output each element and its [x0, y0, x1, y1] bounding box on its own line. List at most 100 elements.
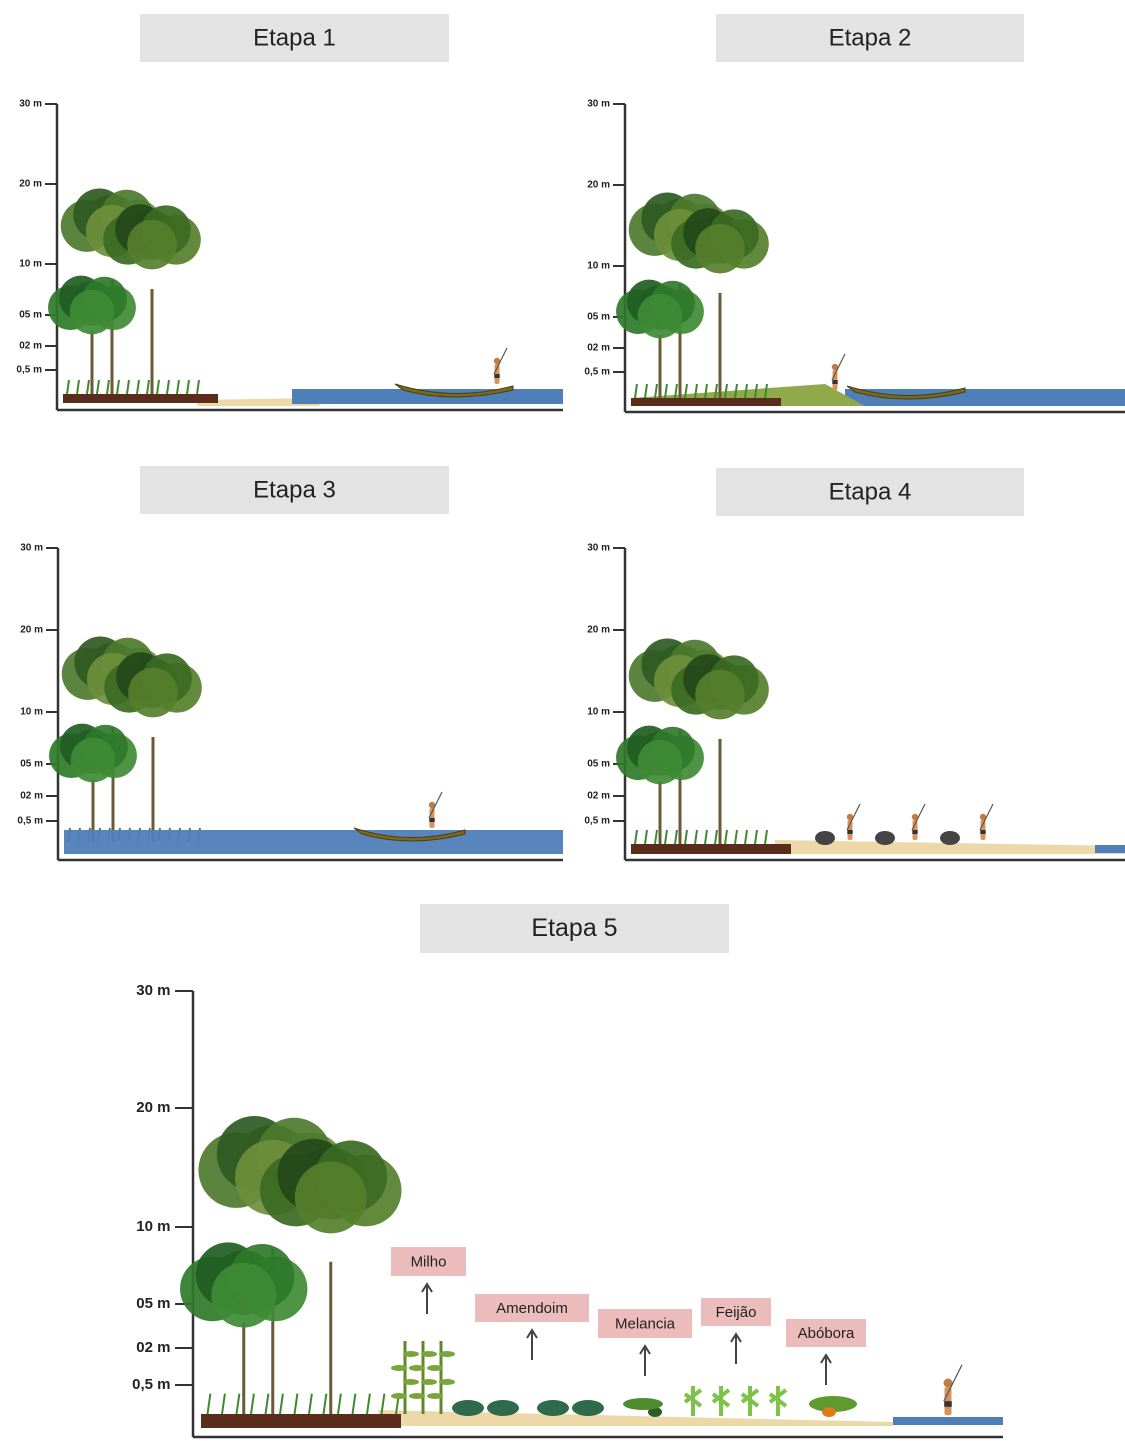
panel-title: Etapa 4	[829, 478, 912, 505]
grass	[222, 1394, 225, 1414]
person-cloth	[847, 830, 852, 834]
grass	[324, 1394, 327, 1414]
crop-label: Melancia	[615, 1315, 676, 1332]
grass	[309, 1394, 312, 1414]
axis-label: 30 m	[136, 982, 170, 999]
diagram: Etapa 1 30 m 20 m 10 m 05 m 02 m 0,5 m Etapa 23…	[0, 0, 1125, 1441]
panel: Etapa 430 m20 m10 m05 m02 m0,5 m	[584, 468, 1125, 860]
grass	[665, 830, 667, 844]
axis-label: 02 m	[20, 791, 43, 802]
axis-label: 05 m	[136, 1295, 170, 1312]
tree-foliage	[638, 294, 683, 339]
panel-title: Etapa 1	[253, 24, 336, 51]
grass	[280, 1394, 283, 1414]
axis-label: 05 m	[19, 310, 42, 321]
tree-foliage	[695, 224, 745, 274]
peanut-plant	[452, 1400, 484, 1416]
grass	[645, 830, 647, 844]
grass	[655, 830, 657, 844]
peanut-plant	[487, 1400, 519, 1416]
grass	[187, 380, 189, 394]
panel: Etapa 230 m20 m10 m05 m02 m0,5 m	[584, 14, 1125, 412]
grass	[685, 830, 687, 844]
axis-label: 0,5 m	[17, 816, 43, 827]
axis-label: 02 m	[587, 791, 610, 802]
grass	[67, 380, 69, 394]
person-cloth	[944, 1401, 952, 1407]
tree-foliage	[70, 290, 115, 335]
axis-label: 30 m	[587, 99, 610, 110]
grass	[167, 380, 169, 394]
bean-plant	[770, 1386, 786, 1416]
grass	[353, 1394, 356, 1414]
corn-leaf	[391, 1393, 407, 1399]
panel-title: Etapa 5	[531, 914, 617, 942]
axis-label: 30 m	[20, 543, 43, 554]
panel: Etapa 5 30 m 20 m 10 m 05 m 02 m 0,5 m	[132, 904, 1003, 1437]
person-cloth	[832, 380, 837, 384]
axis-label: 0,5 m	[16, 365, 42, 376]
axis-label: 02 m	[587, 343, 610, 354]
grass	[177, 380, 179, 394]
grass	[755, 830, 757, 844]
corn-leaf	[427, 1393, 443, 1399]
soil	[631, 844, 791, 854]
corn-leaf	[439, 1351, 455, 1357]
axis-label: 0,5 m	[584, 816, 610, 827]
animal	[815, 831, 835, 845]
bean-plant	[685, 1386, 701, 1416]
axis-label: 20 m	[136, 1099, 170, 1116]
grass	[157, 380, 159, 394]
grass	[251, 1394, 254, 1414]
crop-label: Abóbora	[798, 1325, 855, 1342]
grass	[137, 380, 139, 394]
grass	[107, 380, 109, 394]
grass	[675, 830, 677, 844]
pumpkin	[822, 1407, 836, 1417]
corn-leaf	[421, 1351, 437, 1357]
corn-leaf	[391, 1365, 407, 1371]
axis-label: 02 m	[19, 341, 42, 352]
grass	[295, 1394, 298, 1414]
grass	[705, 830, 707, 844]
animal	[940, 831, 960, 845]
axis-label: 10 m	[19, 259, 42, 270]
grass	[735, 830, 737, 844]
grass	[367, 1394, 370, 1414]
grass	[147, 380, 149, 394]
soil	[631, 398, 781, 406]
tree-foliage	[695, 670, 745, 720]
grass	[635, 384, 637, 398]
crop-label: Amendoim	[496, 1300, 568, 1317]
water	[893, 1417, 1003, 1425]
grass	[695, 830, 697, 844]
grass	[97, 380, 99, 394]
axis-label: 0,5 m	[132, 1376, 170, 1393]
axis-label: 10 m	[136, 1218, 170, 1235]
corn-leaf	[439, 1379, 455, 1385]
grass	[117, 380, 119, 394]
grass	[77, 380, 79, 394]
tree-foliage	[127, 220, 177, 270]
crop-label: Milho	[411, 1253, 447, 1270]
grass	[87, 380, 89, 394]
axis-label: 02 m	[136, 1339, 170, 1356]
corn-leaf	[409, 1393, 425, 1399]
crop-label: Feijão	[716, 1304, 757, 1321]
grass	[635, 830, 637, 844]
tree-foliage	[71, 738, 116, 783]
axis-label: 10 m	[20, 707, 43, 718]
grass	[765, 830, 767, 844]
tree-foliage	[638, 740, 683, 785]
peanut-plant	[537, 1400, 569, 1416]
tree-foliage	[211, 1263, 276, 1328]
grass	[655, 384, 657, 398]
corn-leaf	[409, 1365, 425, 1371]
grass	[266, 1394, 269, 1414]
axis-label: 05 m	[20, 759, 43, 770]
person-cloth	[912, 830, 917, 834]
grass	[237, 1394, 240, 1414]
grass	[338, 1394, 341, 1414]
soil	[201, 1414, 401, 1428]
axis-label: 20 m	[20, 625, 43, 636]
